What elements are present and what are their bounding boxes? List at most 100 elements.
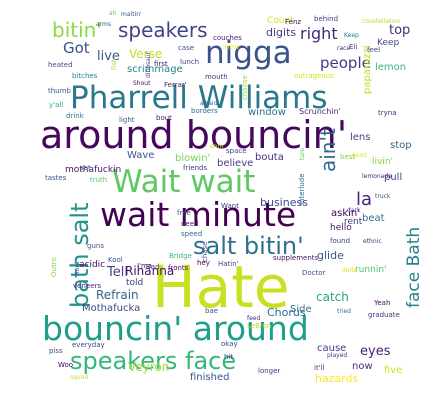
word-longer: longer (258, 367, 280, 375)
word-fronts: fronts (168, 264, 189, 272)
word-friends: friends (183, 164, 207, 172)
word-rihanna: Rihanna (125, 264, 174, 278)
word-set: set (80, 164, 91, 172)
word-around-bouncin: around bouncin' (40, 113, 347, 157)
word-tastes: tastes (45, 174, 67, 182)
word-free: free (177, 209, 191, 217)
word-keep: Keep (377, 38, 400, 48)
word-bouncin-around: bouncin' around (42, 309, 309, 348)
word-beat: beat (362, 213, 385, 224)
word-maitin: maitin' (121, 11, 142, 18)
word-interlude: Interlude (298, 173, 306, 205)
word-tare: tare (299, 148, 306, 160)
word-mouth: mouth (205, 73, 228, 81)
word-best: best (340, 153, 355, 161)
word-hey: hey (197, 259, 210, 267)
word-got: Got (63, 39, 90, 57)
word-people: people (320, 54, 371, 72)
word-bad: Bad (146, 263, 160, 271)
word-bouta: bouta (255, 152, 284, 163)
word-doctor: Doctor (302, 269, 326, 277)
word-need: need (181, 220, 199, 228)
word-mothafucka: Mothafucka (82, 303, 140, 314)
word-tell: Tell (106, 265, 128, 280)
word-drink: drink (66, 112, 85, 120)
word-hate: Hate (152, 253, 290, 321)
word-okay: okay (221, 340, 238, 348)
word-right: right (300, 24, 338, 43)
word-refrain: Refrain (96, 288, 139, 302)
word-heated: heated (48, 61, 73, 69)
word-live: live (97, 49, 120, 64)
word-itll: it'll (314, 364, 325, 372)
word-graduate: graduate (368, 311, 400, 319)
word-chorus: Chorus (267, 306, 306, 319)
word-bitches: bitches (72, 72, 98, 80)
word-couches: couches (213, 34, 242, 42)
word-told: told (126, 278, 143, 288)
word-aint: ain't (316, 128, 340, 172)
word-finished: finished (190, 372, 229, 383)
word-five: five (384, 365, 402, 376)
word-truck: truck (375, 193, 391, 200)
word-feed: feed (247, 315, 260, 322)
word-salt-bitin: salt bitin' (193, 232, 304, 260)
word-arms: arms (96, 21, 111, 28)
word-cause: cause (317, 343, 346, 354)
word-kool: Kool (108, 256, 123, 264)
word-yeah: Yeah (373, 299, 390, 307)
word-blowin: blowin' (175, 153, 210, 164)
word-first: first (154, 60, 168, 68)
word-rent: rent (344, 217, 363, 227)
word-wait-wait: Wait wait (112, 164, 255, 200)
word-behind: behind (314, 15, 338, 23)
word-acidic: acidic (79, 260, 105, 270)
word-veneers: veneers (73, 282, 101, 290)
word-hatin: Hatin' (218, 260, 239, 268)
word-window: window (248, 107, 286, 118)
word-face-bath: face Bath (404, 227, 424, 308)
word-nigga: nigga (205, 35, 292, 71)
word-tried: tried (337, 308, 351, 315)
word-hit: hit (224, 353, 233, 361)
word-dude: dude (342, 267, 357, 274)
word-speed: speed (181, 230, 202, 238)
word-race: race (337, 45, 350, 52)
word-hunt: Hunt (74, 261, 81, 276)
word-mothafuckin: mothafuckin (65, 165, 121, 175)
word-feel: feel (367, 46, 380, 54)
word-intro: intro (223, 43, 239, 51)
word-fish: Fish (111, 58, 118, 70)
word-lemonade: lemonade (362, 173, 392, 180)
word-choose: choose (241, 75, 249, 100)
word-shout: Shout (133, 80, 151, 87)
word-wait-minute: wait minute (100, 195, 296, 234)
word-ah: ah (109, 10, 117, 17)
word-everyday: everyday (72, 341, 105, 349)
word-outrageous: outrageous (294, 72, 334, 80)
word-fenz: Fenz (285, 18, 301, 26)
word-paparazzi: paparazzi (362, 46, 373, 94)
word-stop: stop (390, 140, 412, 151)
word-constellation: constellation (362, 18, 401, 25)
word-guns: guns (87, 242, 104, 250)
word-ethnic: ethnic (363, 238, 382, 245)
word-pull: pull (384, 172, 402, 183)
word-squad: squad (70, 374, 88, 381)
word-eyes: eyes (360, 344, 391, 359)
word-speakers-face: speakers face (70, 347, 236, 375)
word-dark: dark (347, 207, 361, 214)
word-afraid: afraid (200, 100, 218, 107)
word-askin: askin' (331, 208, 360, 219)
word-digits: digits (266, 26, 296, 39)
word-bae: bae (205, 307, 218, 315)
word-pharrell-williams: Pharrell Williams (70, 80, 328, 116)
word-light: light (119, 116, 135, 124)
word-now: now (352, 361, 373, 372)
word-hello: hello (330, 223, 352, 233)
word-outro: Outro (50, 257, 58, 277)
word-scrunchin: Scrunchin' (299, 107, 341, 116)
word-played: played (327, 352, 347, 359)
